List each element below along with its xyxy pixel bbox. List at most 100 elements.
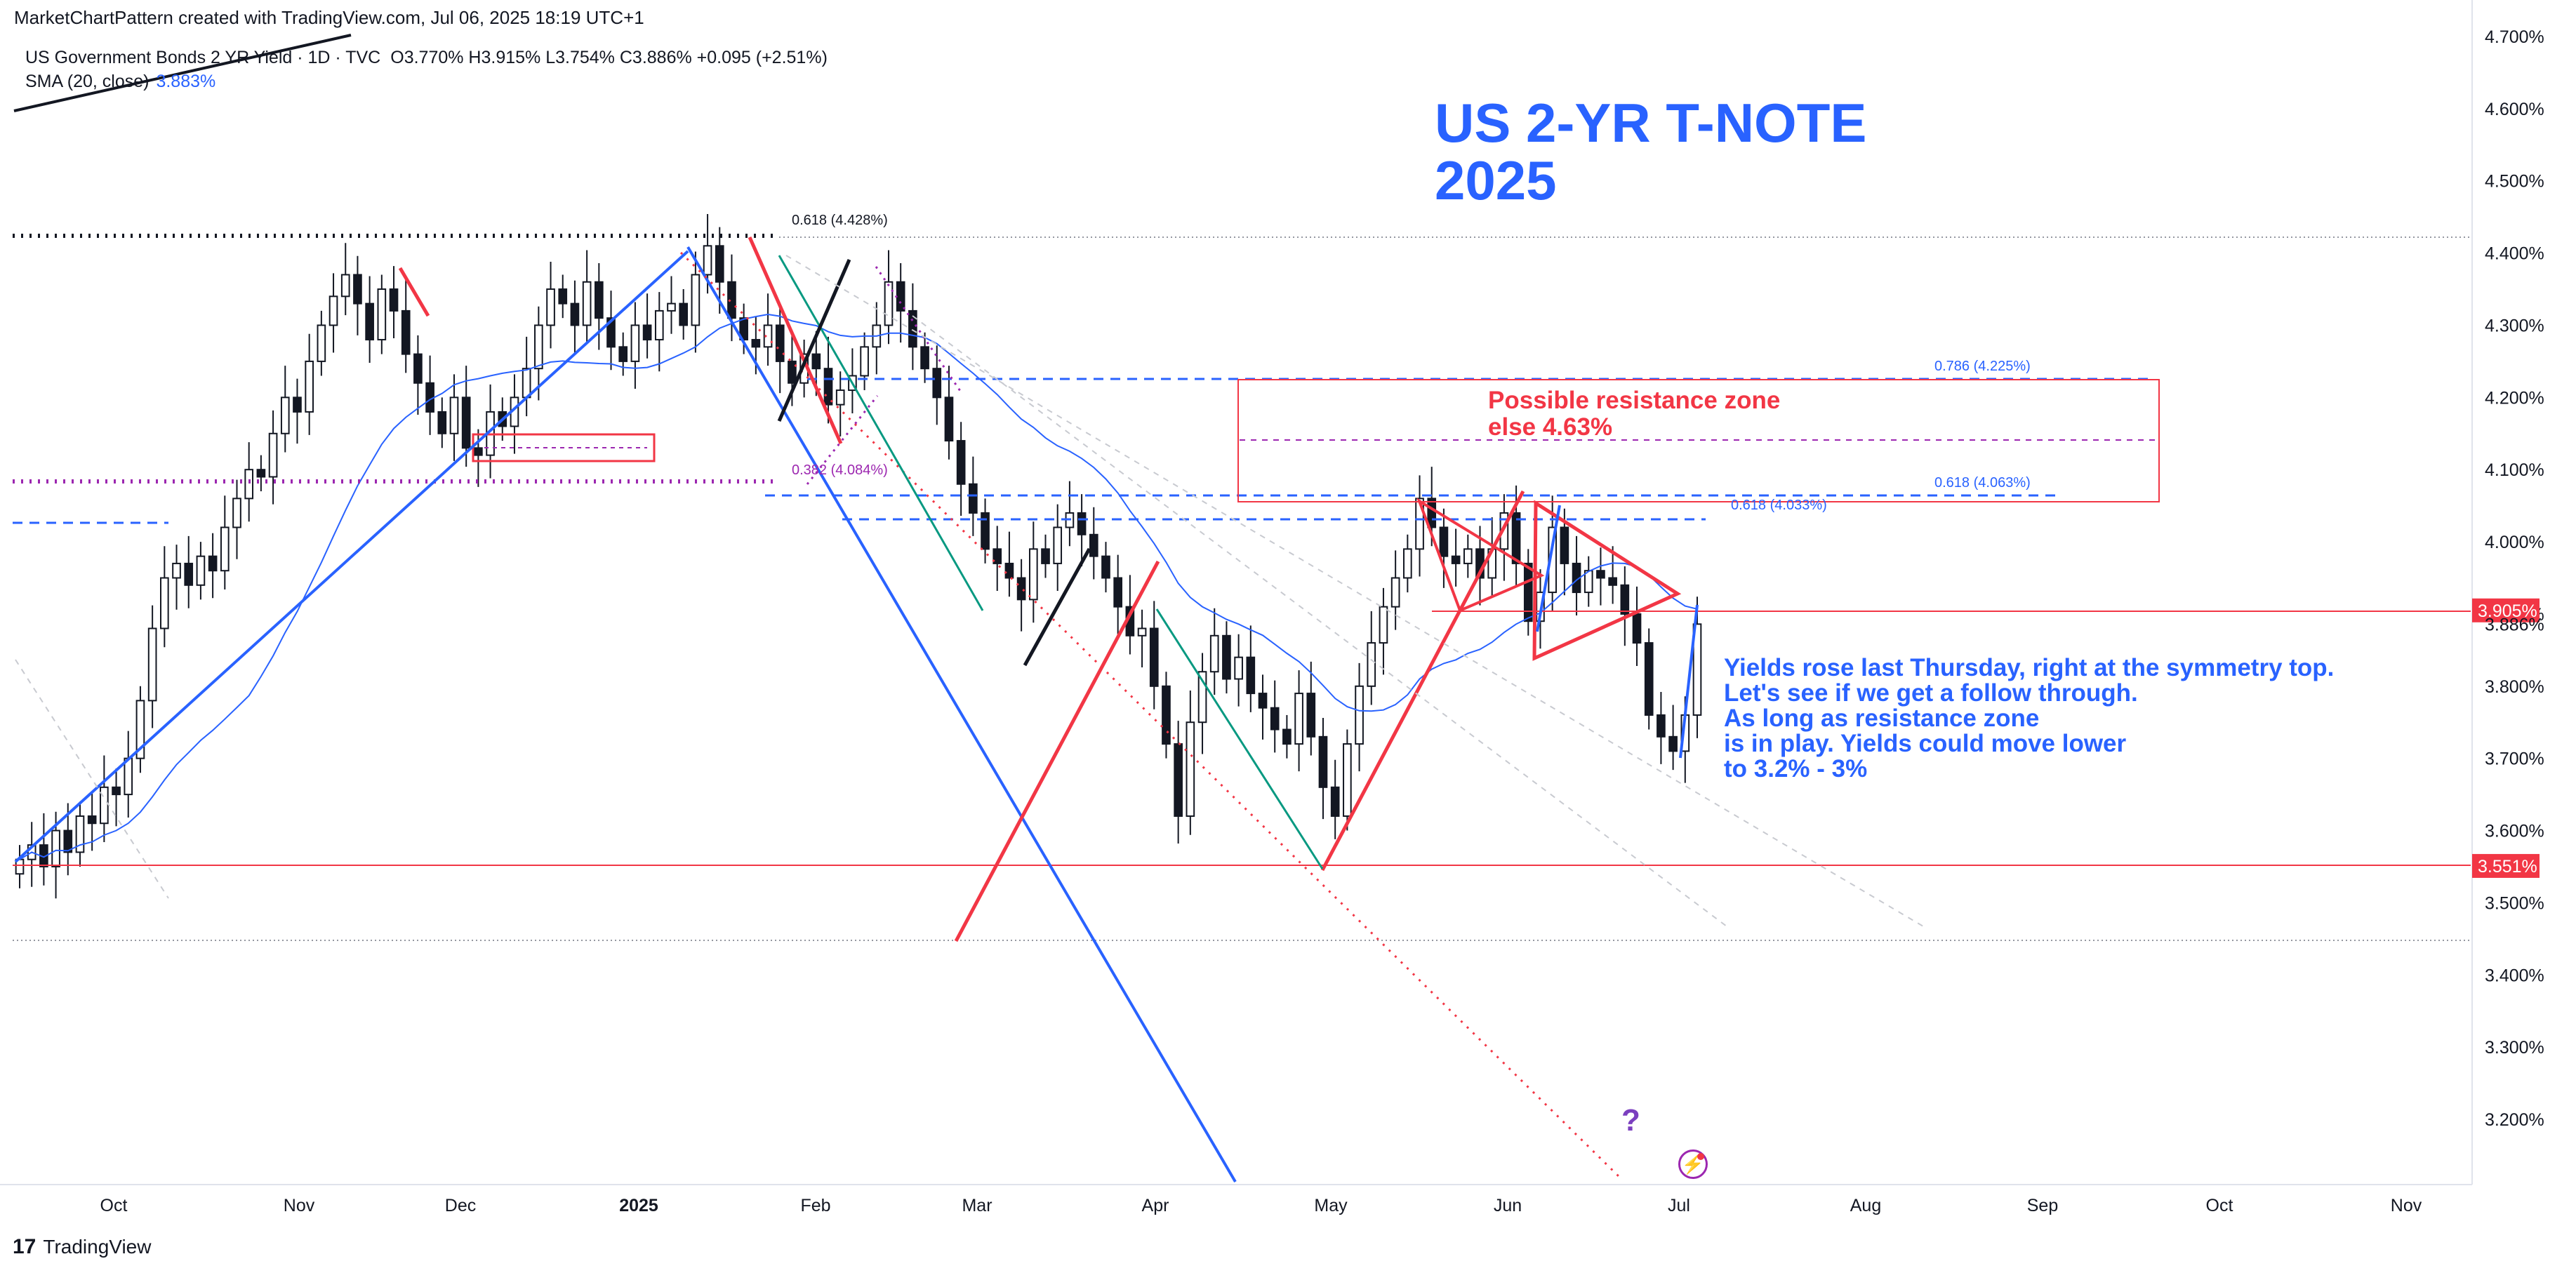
candle-body <box>654 309 664 341</box>
sma-value: 3.883% <box>156 72 216 91</box>
candle-body <box>1427 498 1437 528</box>
candle-body <box>1620 584 1630 615</box>
y-tick-label: 4.600% <box>2485 100 2544 119</box>
candle-body <box>365 302 374 341</box>
candle-body <box>679 302 689 326</box>
candle-body <box>1209 634 1219 673</box>
candle-body <box>1644 642 1654 716</box>
candle-body <box>1390 577 1400 608</box>
candle-body <box>147 627 157 702</box>
note-line: is in play. Yields could move lower <box>1724 730 2127 757</box>
candle-body <box>208 555 218 572</box>
title-line-2: 2025 <box>1435 149 1557 211</box>
candle-body <box>268 432 278 478</box>
fib-label-0786: 0.786 (4.225%) <box>1934 359 2031 374</box>
tradingview-wordmark: TradingView <box>43 1236 152 1258</box>
candle-body <box>1306 693 1316 738</box>
candle-body <box>1523 562 1533 622</box>
candle-body <box>75 815 85 853</box>
candle-body <box>160 577 169 629</box>
fib-label-0618-mid: 0.618 (4.063%) <box>1934 475 2031 491</box>
candle-body <box>474 447 483 456</box>
resistance-zone-label[interactable]: Possible resistance zone else 4.63% <box>1488 387 1780 441</box>
candle-body <box>582 281 592 326</box>
chart-title-annotation[interactable]: US 2-YR T-NOTE 2025 <box>1435 94 1866 209</box>
triangle-left <box>1416 498 1545 613</box>
fib-label-0382: 0.382 (4.084%) <box>792 462 888 478</box>
green-channel-line <box>778 255 984 611</box>
symbol-legend[interactable]: US Government Bonds 2 YR Yield · 1D · TV… <box>25 48 828 68</box>
candle-body <box>1053 526 1063 564</box>
question-mark-annotation[interactable]: ? <box>1621 1103 1640 1138</box>
analysis-note[interactable]: Yields rose last Thursday, right at the … <box>1724 655 2334 782</box>
candle-body <box>835 389 845 406</box>
candle-body <box>401 309 411 355</box>
y-tick-label: 3.800% <box>2485 677 2544 697</box>
candle-body <box>87 815 97 825</box>
candle-body <box>775 324 785 362</box>
candle-body <box>1101 555 1110 579</box>
candle-body <box>1028 548 1038 601</box>
candle-body <box>305 360 314 413</box>
candle-body <box>908 309 917 348</box>
candle-body <box>1234 656 1243 680</box>
resistance-line-1: Possible resistance zone <box>1488 387 1781 414</box>
downtrend-line <box>686 246 1237 1183</box>
candle-body <box>1004 562 1014 579</box>
candle-body <box>389 288 399 312</box>
candle-body <box>558 288 568 305</box>
candle-body <box>1282 728 1292 745</box>
candle-body <box>860 346 869 377</box>
candle-body <box>449 396 459 434</box>
title-line-1: US 2-YR T-NOTE <box>1435 92 1867 154</box>
candle-body <box>353 274 362 305</box>
x-tick-label: Feb <box>800 1196 830 1215</box>
sma-legend[interactable]: SMA (20, close) 3.883% <box>25 72 215 92</box>
candle-body <box>691 274 701 326</box>
candle-body <box>184 562 194 586</box>
x-tick-label: Dec <box>445 1196 476 1215</box>
y-tick-label: 4.400% <box>2485 244 2544 264</box>
candle-body <box>1463 548 1473 564</box>
candle-body <box>1246 656 1256 695</box>
candle-body <box>1186 721 1195 817</box>
green-channel-line-2 <box>1155 608 1324 869</box>
tradingview-logo[interactable]: 17 TradingView <box>13 1235 151 1259</box>
uptrend-line <box>14 250 689 863</box>
x-tick-label: Apr <box>1142 1196 1169 1215</box>
candle-body <box>1355 685 1364 745</box>
candle-body <box>642 324 652 341</box>
y-tick-label: 3.500% <box>2485 893 2544 913</box>
price-badge-text: 3.551% <box>2478 857 2537 877</box>
blue-mid-line <box>1536 505 1561 632</box>
candle-body <box>751 339 761 348</box>
candle-body <box>1137 627 1147 636</box>
x-tick-label: Jun <box>1494 1196 1522 1215</box>
black-header-line <box>13 34 352 112</box>
candle-body <box>172 562 181 579</box>
candle-body <box>992 548 1002 564</box>
grey-channel-line <box>785 255 1924 927</box>
candle-body <box>1330 786 1340 817</box>
candle-body <box>256 469 266 478</box>
x-tick-label: Mar <box>962 1196 992 1215</box>
candle-body <box>1596 570 1605 579</box>
candle-body <box>1258 693 1268 709</box>
x-tick-label: Oct <box>100 1196 128 1215</box>
y-tick-label: 4.000% <box>2485 533 2544 552</box>
candle-body <box>63 829 73 853</box>
red-rise-line-2 <box>1320 490 1525 872</box>
resistance-line-2: else 4.63% <box>1488 413 1613 441</box>
candle-body <box>1294 693 1303 745</box>
blue-rise-line <box>1679 604 1699 759</box>
lightning-event-icon[interactable]: ⚡ <box>1678 1149 1708 1179</box>
x-tick-label: Jul <box>1668 1196 1690 1215</box>
candle-body <box>1222 634 1231 680</box>
candle-body <box>1162 685 1171 745</box>
candle-body <box>135 700 145 759</box>
price-badge-text: 3.905% <box>2478 601 2537 621</box>
candle-body <box>1560 526 1569 564</box>
y-tick-label: 4.700% <box>2485 27 2544 47</box>
candle-body <box>884 281 894 326</box>
